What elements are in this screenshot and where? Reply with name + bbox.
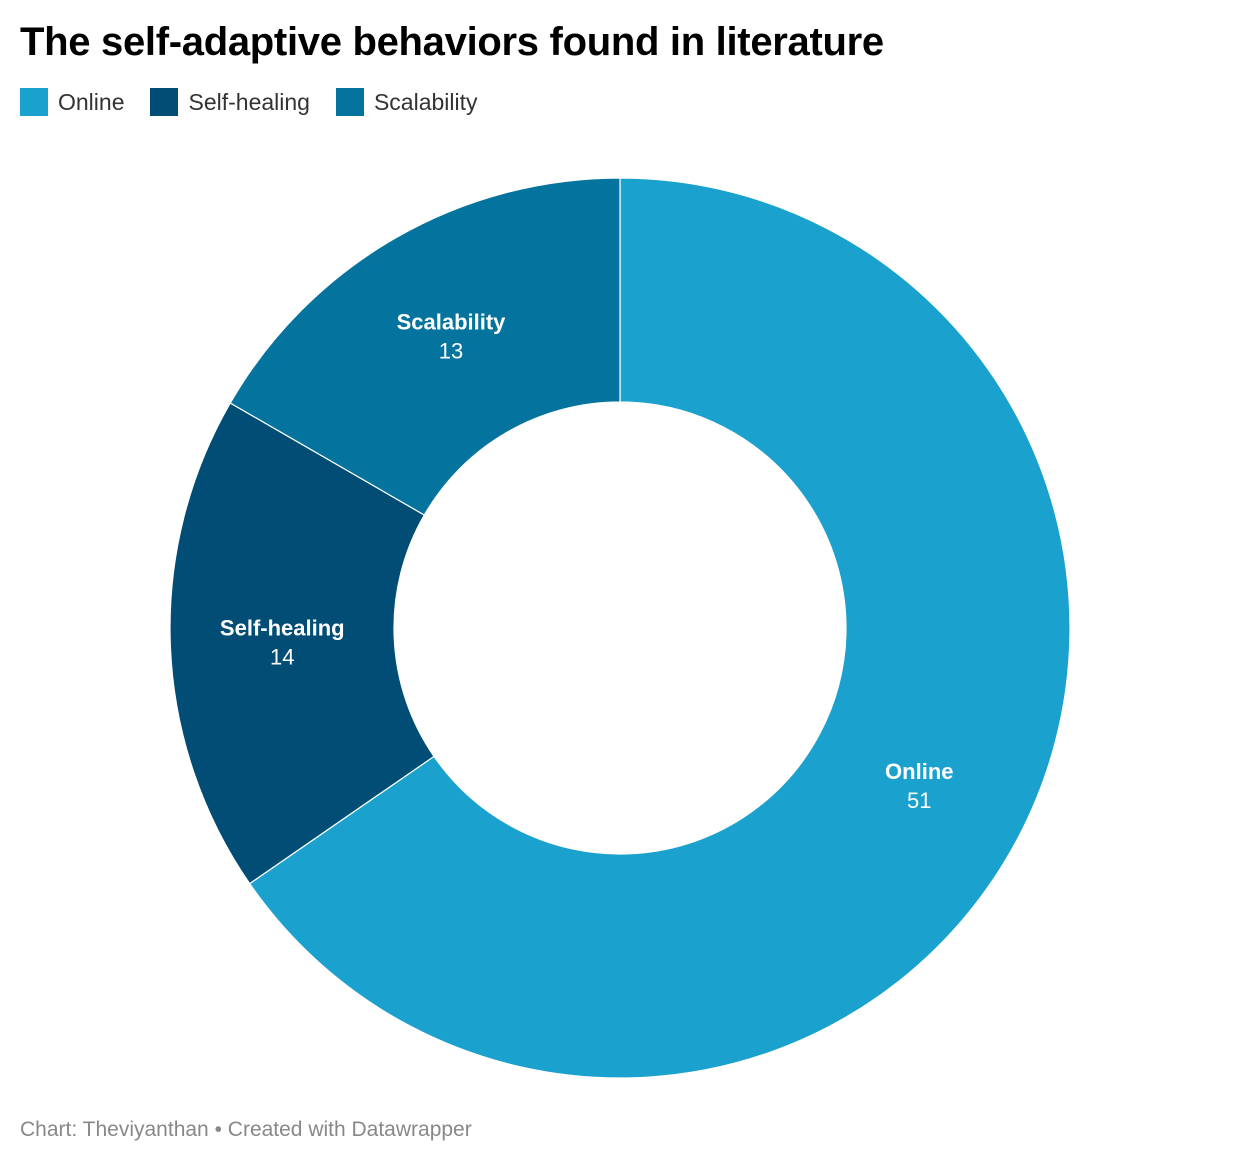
donut-slice-self-healing [169, 402, 435, 885]
chart-footer: Chart: Theviyanthan • Created with Dataw… [20, 1118, 472, 1142]
slice-label-self-healing: Self-healing [220, 616, 345, 641]
legend-label-scalability: Scalability [373, 88, 478, 115]
legend-item-self-healing: Self-healing [150, 88, 310, 116]
legend-swatch-online [20, 88, 48, 116]
slice-label-scalability: Scalability [397, 309, 507, 334]
footer-created-with: Created with Datawrapper [227, 1118, 472, 1141]
footer-credit-prefix: Chart: [20, 1118, 83, 1141]
donut-labels: Online 51 Self-healing 14 Scalability 13 [220, 309, 954, 813]
legend-label-self-healing: Self-healing [188, 88, 310, 115]
legend-item-scalability: Scalability [335, 88, 478, 116]
slice-value-scalability: 13 [439, 338, 463, 363]
donut-slices [169, 177, 1071, 1079]
slice-value-self-healing: 14 [270, 645, 294, 670]
donut-slice-online [248, 177, 1071, 1079]
footer-credit-name: Theviyanthan [82, 1118, 209, 1141]
legend-swatch-self-healing [150, 88, 179, 116]
donut-slice-scalability [229, 177, 621, 516]
legend: Online Self-healing Scalability [20, 88, 478, 116]
slice-label-online: Online [885, 759, 953, 784]
legend-swatch-scalability [335, 88, 364, 116]
slice-value-online: 51 [907, 788, 931, 813]
chart-title: The self-adaptive behaviors found in lit… [20, 20, 884, 64]
legend-item-online: Online [20, 88, 124, 116]
legend-label-online: Online [58, 88, 125, 115]
footer-separator: • [208, 1118, 228, 1141]
